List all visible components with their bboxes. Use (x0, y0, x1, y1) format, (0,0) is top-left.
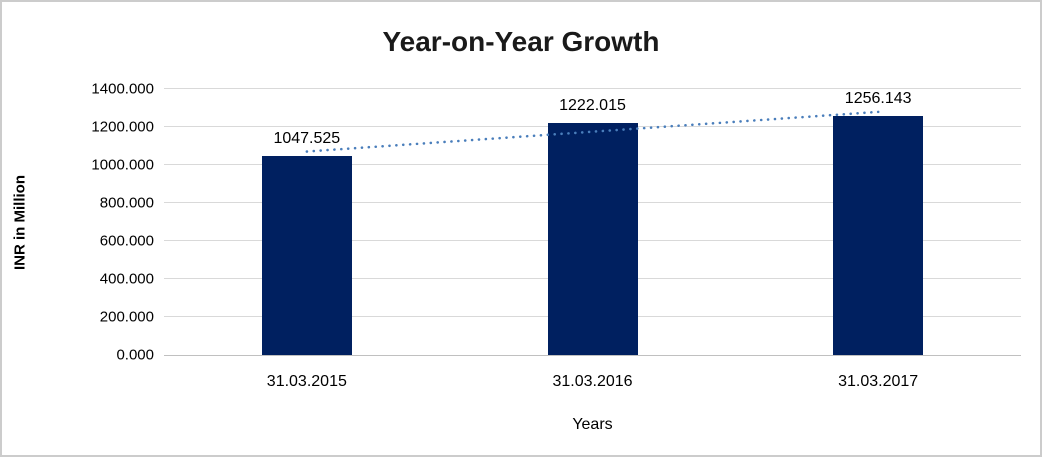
y-tick-label: 1400.000 (91, 80, 154, 98)
y-tick-label: 0.000 (116, 346, 154, 364)
bar (261, 155, 352, 355)
bar-value-label: 1047.525 (273, 129, 341, 147)
bar-value-label: 1222.015 (559, 96, 626, 114)
y-tick-label: 800.000 (99, 194, 154, 212)
y-tick-label: 400.000 (99, 270, 154, 288)
y-tick-label: 600.000 (99, 232, 154, 250)
plot-area: 1047.525 1222.015 1256.143 (164, 88, 1021, 356)
trendline (305, 110, 880, 153)
x-tick-label: 31.03.2017 (838, 373, 919, 390)
bar-value-label: 1256.143 (844, 90, 912, 108)
x-axis-title: Years (572, 416, 613, 433)
y-tick-label: 1000.000 (91, 156, 154, 174)
gridline (164, 88, 1021, 89)
y-tick-label: 1200.000 (91, 118, 154, 136)
x-tick-label: 31.03.2015 (266, 373, 347, 390)
bar (547, 122, 638, 355)
y-axis-title: INR in Million (11, 175, 29, 270)
bar (833, 116, 924, 355)
chart-title: Year-on-Year Growth (382, 26, 660, 57)
y-tick-label: 200.000 (99, 308, 154, 326)
gridline (164, 355, 1021, 356)
x-tick-label: 31.03.2016 (552, 373, 633, 390)
